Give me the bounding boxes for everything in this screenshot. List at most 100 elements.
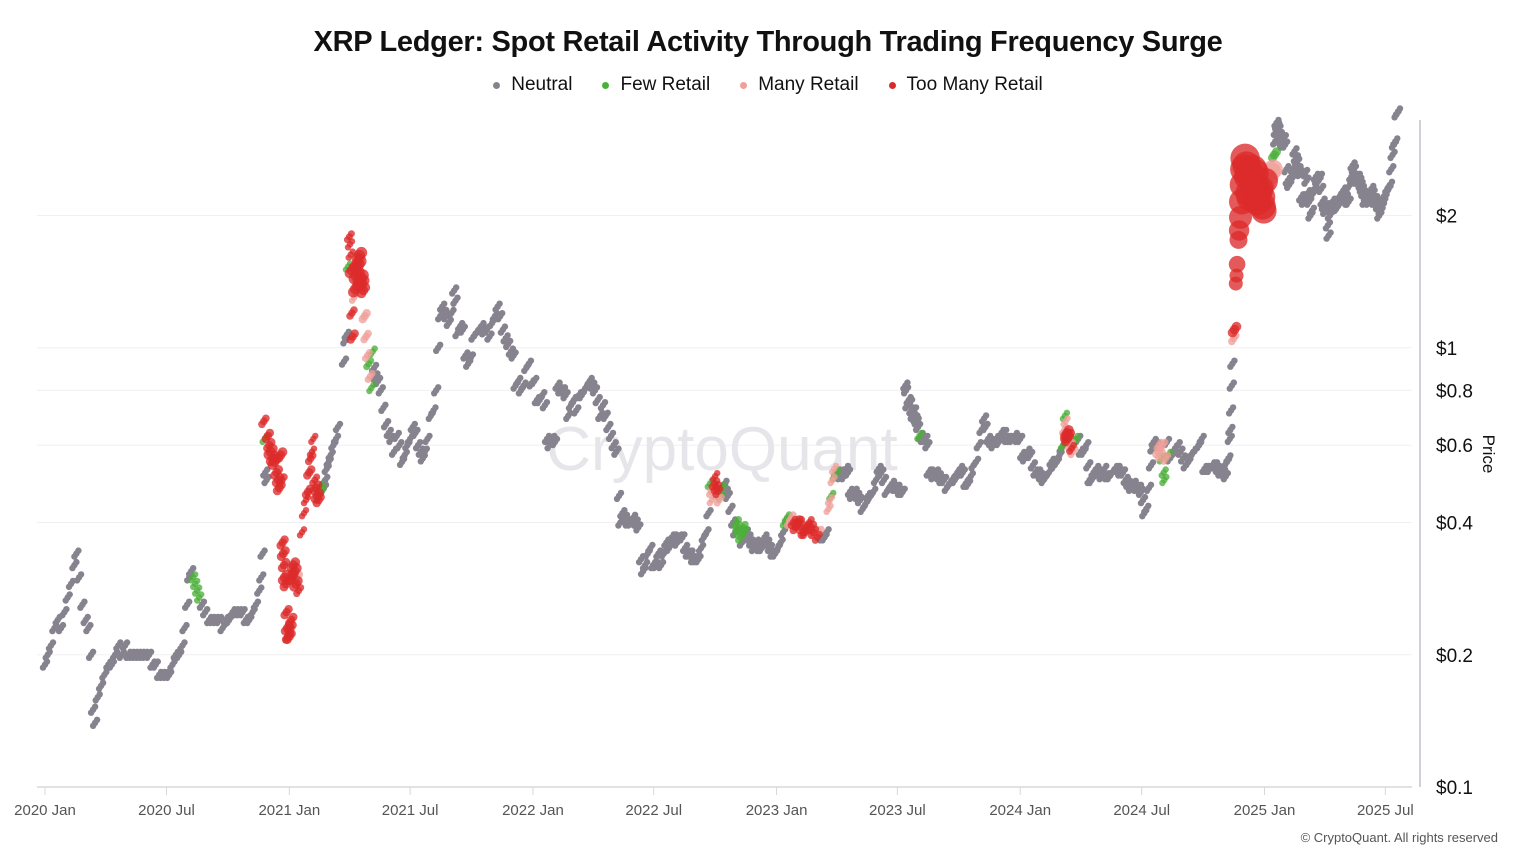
point-neutral (513, 380, 520, 388)
point-neutral (380, 424, 388, 431)
point-neutral (174, 654, 181, 661)
point-neutral (416, 439, 424, 446)
point-neutral (383, 432, 390, 440)
point-neutral (387, 426, 394, 434)
point-neutral (623, 511, 631, 518)
point-neutral (89, 722, 97, 729)
point-neutral (775, 542, 782, 549)
legend-item-many-retail[interactable]: Many Retail (740, 74, 859, 96)
point-neutral (949, 479, 956, 487)
point-neutral (982, 412, 990, 419)
point-neutral (507, 337, 514, 345)
point-neutral (417, 458, 424, 465)
point-neutral (604, 409, 611, 416)
point-neutral (492, 306, 499, 313)
point-neutral (1121, 466, 1129, 473)
point-neutral (634, 516, 641, 523)
y-tick-label: $2 (1436, 207, 1457, 228)
point-neutral (564, 389, 571, 396)
point-neutral (1281, 169, 1288, 176)
point-too-many-retail (714, 470, 721, 477)
point-too-many-retail (346, 312, 354, 320)
legend-item-few-retail[interactable]: Few Retail (602, 74, 710, 96)
point-neutral (611, 451, 618, 458)
point-neutral (1386, 169, 1393, 176)
point-neutral (725, 508, 732, 515)
chart-legend: Neutral Few Retail Many Retail Too Many … (0, 74, 1536, 96)
point-neutral (870, 479, 878, 487)
point-neutral (772, 547, 780, 555)
point-neutral (643, 558, 651, 566)
point-many-retail (348, 297, 356, 304)
point-neutral (384, 418, 392, 425)
point-too-many-retail (312, 498, 321, 508)
point-neutral (617, 489, 625, 497)
point-neutral (1143, 487, 1151, 494)
point-neutral (1096, 476, 1103, 483)
point-neutral (1086, 479, 1093, 487)
legend-item-neutral[interactable]: Neutral (493, 74, 572, 96)
point-neutral (489, 316, 497, 323)
point-few-retail (370, 381, 377, 389)
point-neutral (1322, 225, 1330, 232)
point-neutral (1200, 432, 1207, 440)
point-too-many-retail (300, 499, 308, 507)
point-neutral (1343, 201, 1350, 208)
point-neutral (87, 621, 94, 629)
point-neutral (77, 571, 85, 578)
point-many-retail (1154, 454, 1162, 462)
point-neutral (553, 435, 561, 443)
point-too-many-retail (296, 532, 304, 539)
point-neutral (395, 429, 402, 437)
point-neutral (571, 410, 578, 417)
point-too-many-retail (297, 584, 305, 592)
point-too-many-retail (306, 451, 314, 458)
point-neutral (200, 598, 208, 605)
y-axis-title: Price (1479, 435, 1498, 474)
legend-label-too-many-retail: Too Many Retail (906, 74, 1043, 95)
point-neutral (386, 438, 393, 446)
point-neutral (323, 461, 330, 468)
point-neutral (503, 343, 510, 351)
point-neutral (1310, 204, 1318, 211)
point-too-many-retail (284, 605, 293, 614)
point-neutral (746, 542, 753, 549)
point-too-many-retail (308, 438, 315, 446)
point-neutral (450, 306, 457, 314)
point-too-many-retail (277, 563, 287, 573)
point-neutral (1225, 429, 1232, 437)
point-neutral (747, 531, 754, 538)
point-neutral (615, 445, 622, 452)
point-neutral (84, 613, 91, 621)
point-neutral (250, 604, 258, 611)
x-tick-label: 2020 Jul (138, 802, 195, 819)
point-neutral (556, 379, 563, 386)
point-neutral (908, 396, 916, 403)
point-few-retail (1063, 409, 1071, 416)
point-too-many-retail (356, 288, 367, 299)
point-neutral (882, 473, 890, 481)
point-neutral (1087, 459, 1094, 466)
point-neutral (422, 438, 429, 446)
point-neutral (1384, 184, 1392, 191)
point-neutral (66, 591, 73, 598)
point-many-retail (713, 499, 721, 507)
point-neutral (825, 526, 832, 533)
point-neutral (1117, 472, 1125, 479)
point-neutral (143, 654, 151, 661)
legend-item-too-many-retail[interactable]: Too Many Retail (888, 74, 1043, 96)
point-many-retail (361, 355, 369, 362)
point-neutral (80, 619, 87, 627)
point-neutral (237, 612, 244, 619)
point-neutral (1294, 172, 1302, 180)
point-neutral (1301, 180, 1308, 187)
point-many-retail (364, 376, 372, 383)
point-neutral (942, 473, 950, 481)
point-neutral (677, 537, 684, 544)
point-neutral (449, 290, 456, 297)
point-neutral (1298, 201, 1306, 208)
point-many-retail (823, 508, 830, 515)
point-neutral (1193, 445, 1201, 452)
point-neutral (441, 300, 448, 307)
point-neutral (106, 664, 114, 671)
